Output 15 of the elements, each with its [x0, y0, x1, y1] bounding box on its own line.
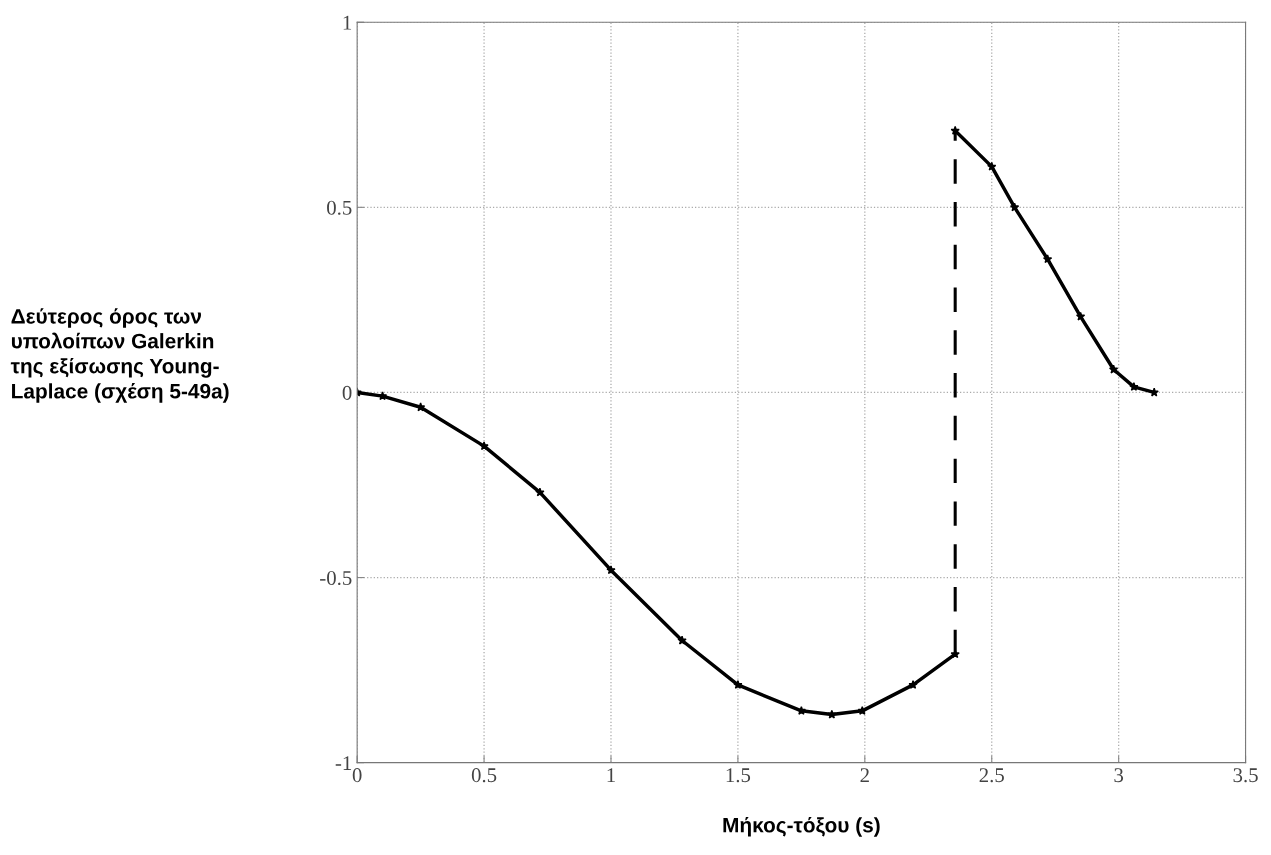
y-tick-label: -1	[335, 756, 352, 770]
x-tick-label: 1.5	[726, 768, 751, 783]
x-tick-label: 2	[860, 768, 869, 782]
x-tick-label: 2.5	[979, 768, 1004, 783]
y-axis-title: Δεύτερος όρος των υπολοίπων Galerkin της εξίσωσης Young- Laplace (σχέση 5-49a)	[10, 308, 229, 403]
y-tick-label: 1	[343, 15, 352, 30]
y-tick-label: 0	[342, 385, 352, 400]
x-tick-label: 0.5	[471, 768, 497, 783]
x-tick-label: 1	[607, 768, 615, 782]
y-tick-label: 0.5	[327, 200, 352, 215]
x-axis-title: Μήκος-τόξου (s)	[723, 816, 880, 837]
x-tick-label: 0	[352, 768, 362, 783]
y-tick-label: -0.5	[320, 570, 352, 586]
x-tick-label: 3	[1114, 768, 1124, 783]
x-tick-label: 3.5	[1233, 768, 1258, 783]
